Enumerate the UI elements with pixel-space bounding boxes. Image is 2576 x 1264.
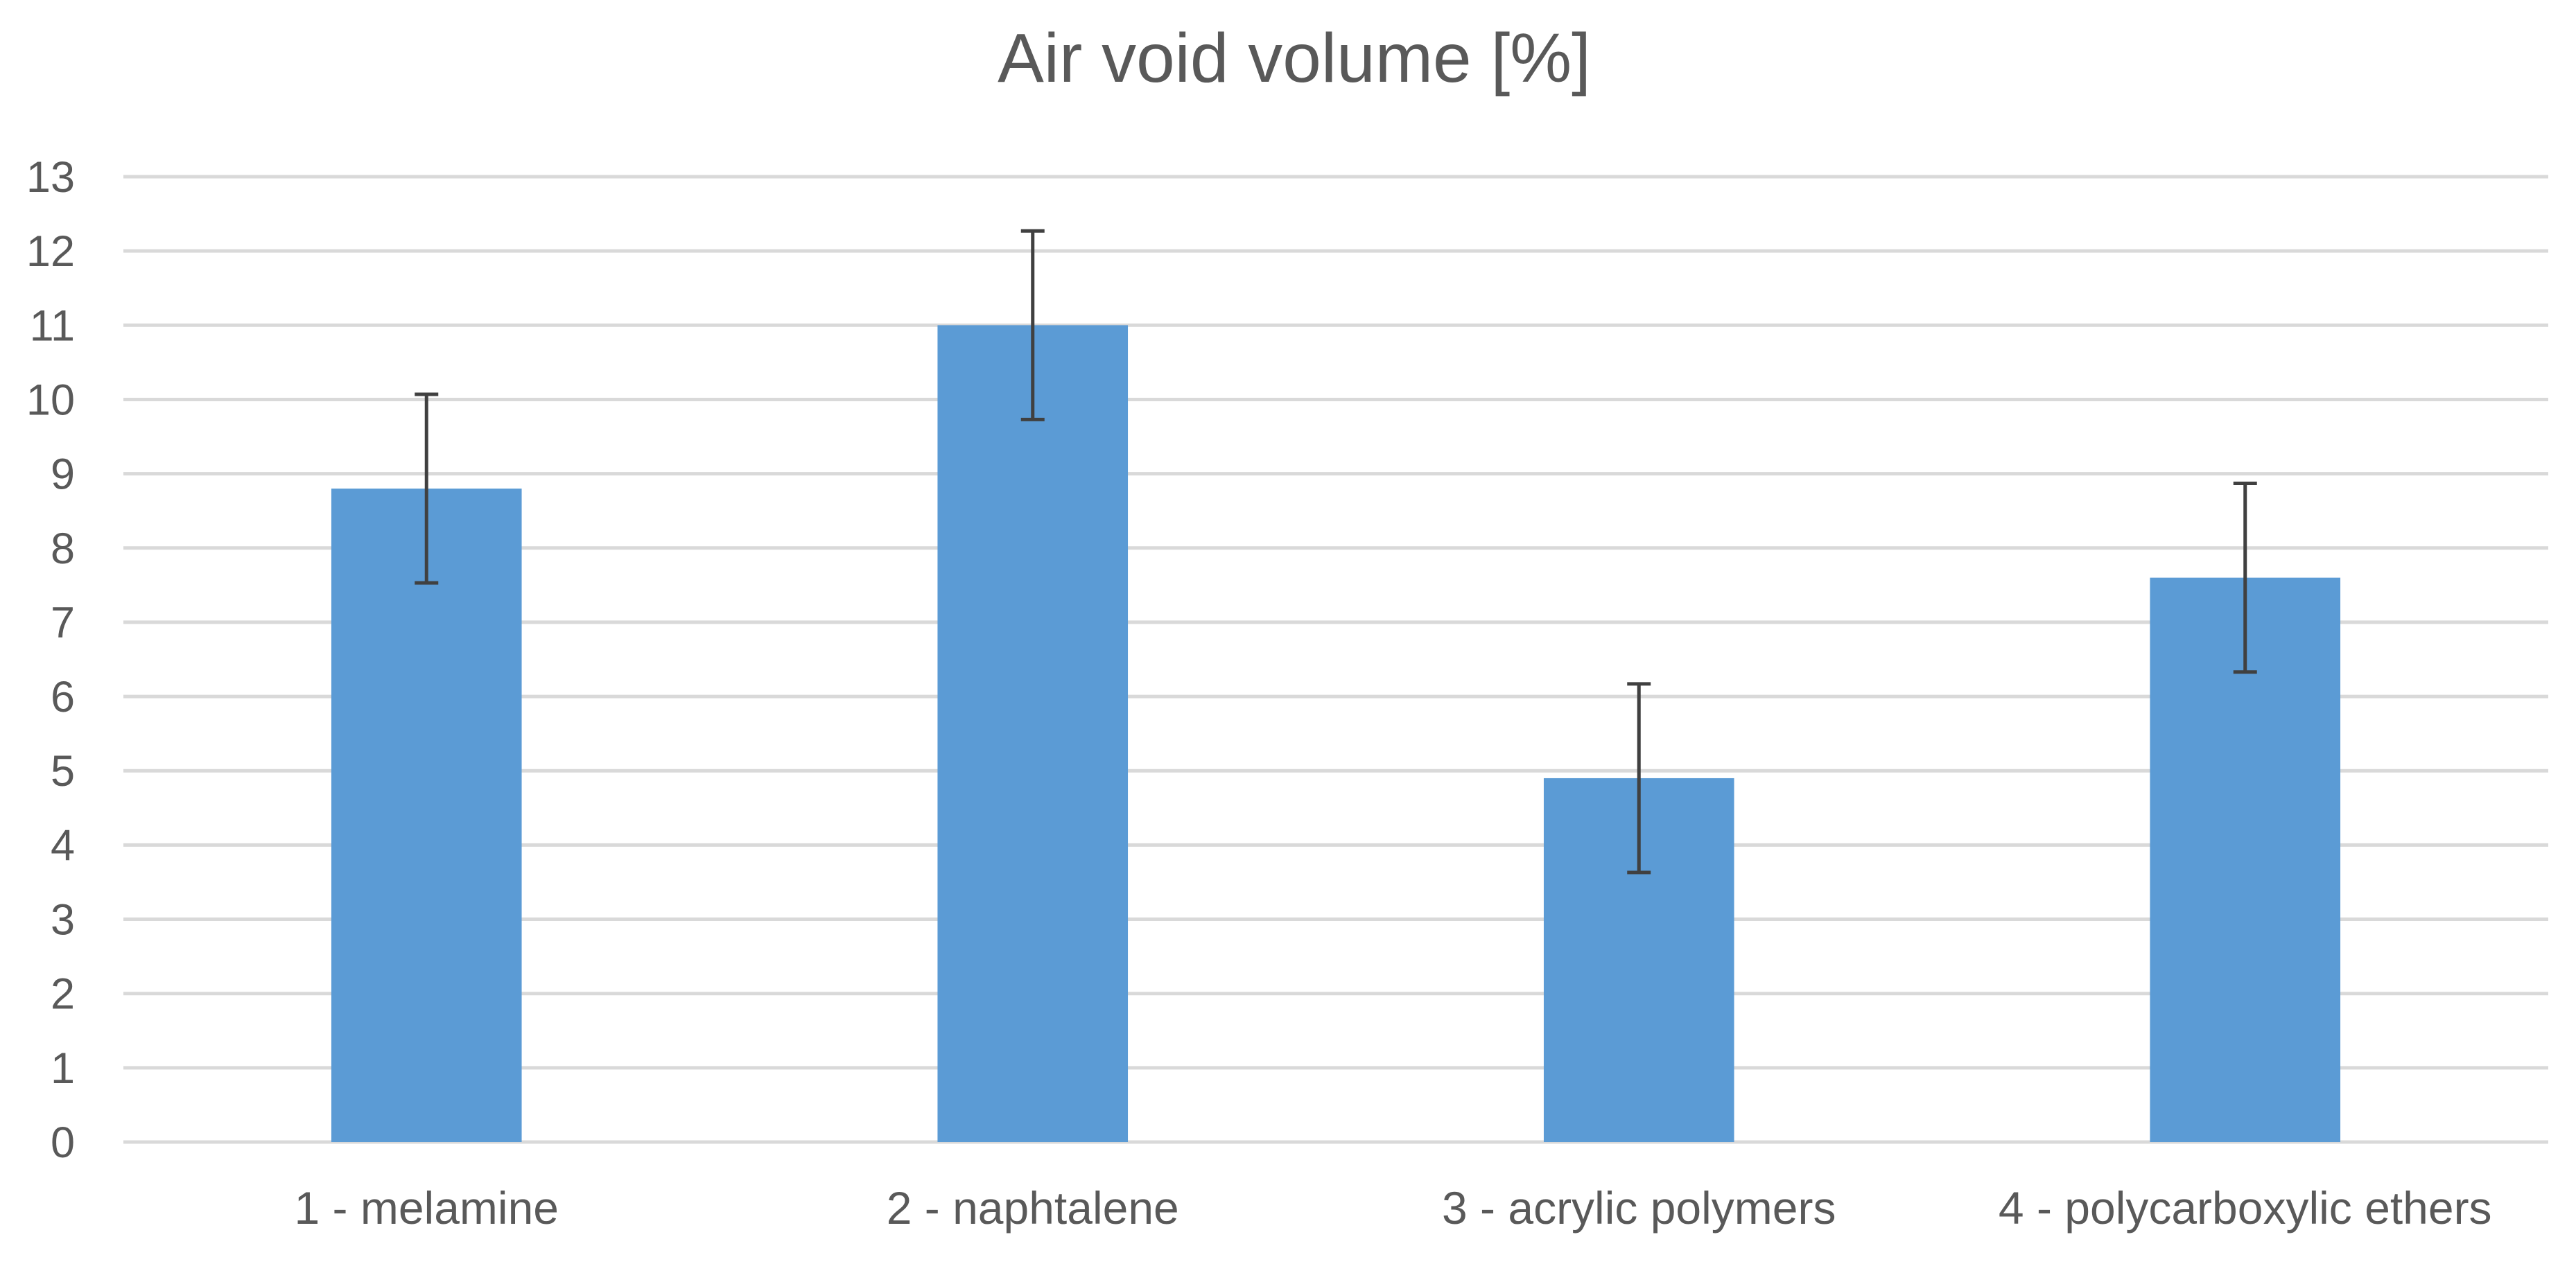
- x-category-label: 1 - melamine: [295, 1182, 559, 1234]
- y-tick-label: 13: [26, 153, 75, 202]
- x-category-label: 4 - polycarboxylic ethers: [1999, 1182, 2492, 1234]
- y-tick-label: 2: [51, 970, 75, 1019]
- x-category-label: 3 - acrylic polymers: [1442, 1182, 1836, 1234]
- y-tick-label: 9: [51, 450, 75, 499]
- y-tick-label: 3: [51, 896, 75, 945]
- y-tick-label: 5: [51, 747, 75, 796]
- y-tick-label: 4: [51, 821, 75, 870]
- error-bar-2: [1020, 229, 1045, 421]
- gridlines: [123, 175, 2548, 1144]
- bar-2: [937, 325, 1129, 1143]
- y-tick-label: 6: [51, 673, 75, 721]
- error-bar-4: [2233, 482, 2257, 674]
- x-axis-labels: 1 - melamine 2 - naphtalene 3 - acrylic po…: [295, 1182, 2492, 1234]
- error-bar-1: [415, 392, 439, 585]
- y-tick-label: 8: [51, 525, 75, 573]
- bar-1: [331, 489, 522, 1142]
- chart-title: Air void volume [%]: [998, 19, 1591, 97]
- y-tick-label: 10: [26, 376, 75, 424]
- error-bar-3: [1627, 682, 1651, 875]
- bars: [331, 325, 2341, 1143]
- y-tick-label: 11: [30, 301, 75, 350]
- y-tick-label: 12: [26, 227, 75, 276]
- y-tick-label: 0: [51, 1118, 75, 1167]
- y-tick-label: 1: [51, 1044, 75, 1093]
- y-tick-label: 7: [51, 599, 75, 647]
- error-bars: [415, 229, 2257, 875]
- x-category-label: 2 - naphtalene: [887, 1182, 1179, 1234]
